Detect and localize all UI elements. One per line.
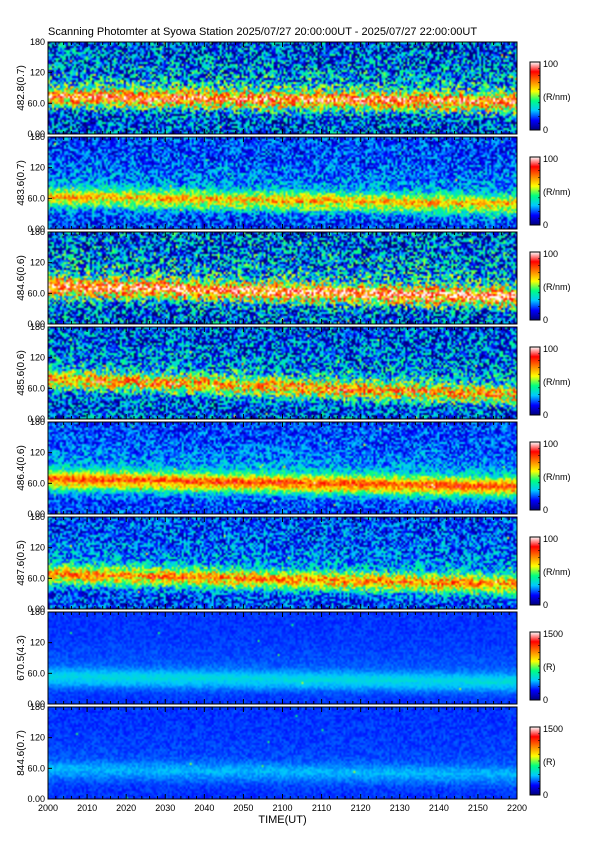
y-tick-label: 120 — [30, 543, 45, 553]
y-tick-label: 180 — [30, 132, 45, 142]
y-tick-label: 180 — [30, 607, 45, 617]
y-tick-label: 60.0 — [27, 573, 45, 583]
y-tick-label: 0.00 — [27, 129, 45, 139]
panel-5: 0.00 60.0 120 180 487.6(0.5) 100 0 (R/nm) — [16, 512, 571, 614]
y-tick-label: 0.00 — [27, 604, 45, 614]
colorbar-min-label: 0 — [543, 220, 548, 230]
colorbar-min-label: 0 — [543, 695, 548, 705]
panel-ylabel: 487.6(0.5) — [16, 540, 27, 586]
colorbar-unit-label: (R/nm) — [543, 567, 571, 577]
heatmap-image — [48, 42, 517, 134]
colorbar-unit-label: (R/nm) — [543, 92, 571, 102]
colorbar-max-label: 100 — [543, 154, 558, 164]
y-tick-label: 0.00 — [27, 319, 45, 329]
panel-3: 0.00 60.0 120 180 485.6(0.6) 100 0 (R/nm) — [16, 322, 571, 424]
y-tick-label: 120 — [30, 638, 45, 648]
y-tick-label: 120 — [30, 68, 45, 78]
panel-ylabel: 485.6(0.6) — [16, 350, 27, 396]
y-tick-label: 60.0 — [27, 383, 45, 393]
y-tick-label: 120 — [30, 448, 45, 458]
colorbar-unit-label: (R/nm) — [543, 282, 571, 292]
colorbar-max-label: 1500 — [543, 629, 563, 639]
x-tick-label: 2100 — [272, 803, 292, 813]
y-tick-label: 60.0 — [27, 668, 45, 678]
y-tick-label: 60.0 — [27, 763, 45, 773]
colorbar-unit-label: (R/nm) — [543, 187, 571, 197]
colorbar-unit-label: (R/nm) — [543, 472, 571, 482]
y-tick-label: 60.0 — [27, 478, 45, 488]
heatmap-image — [48, 327, 517, 419]
y-tick-label: 0.00 — [27, 699, 45, 709]
panel-1: 0.00 60.0 120 180 483.6(0.7) 100 0 (R/nm) — [16, 132, 571, 234]
y-tick-label: 120 — [30, 353, 45, 363]
x-axis-label: TIME(UT) — [258, 814, 306, 826]
y-tick-label: 120 — [30, 163, 45, 173]
y-tick-label: 0.00 — [27, 224, 45, 234]
x-tick-label: 2020 — [116, 803, 136, 813]
colorbar-max-label: 100 — [543, 249, 558, 259]
y-tick-label: 180 — [30, 322, 45, 332]
heatmap-image — [48, 517, 517, 609]
y-tick-label: 120 — [30, 258, 45, 268]
heatmap-image — [48, 707, 517, 799]
panel-0: 0.00 60.0 120 180 482.8(0.7) 100 0 (R/nm) — [16, 37, 571, 139]
y-tick-label: 120 — [30, 733, 45, 743]
y-tick-label: 0.00 — [27, 509, 45, 519]
panel-7: 0.00 60.0 120 180 844.6(0.7) 1500 0 (R) — [16, 702, 563, 804]
colorbar-min-label: 0 — [543, 315, 548, 325]
x-tick-label: 2010 — [77, 803, 97, 813]
colorbar-min-label: 0 — [543, 410, 548, 420]
x-tick-label: 2000 — [38, 803, 58, 813]
colorbar-max-label: 1500 — [543, 724, 563, 734]
x-tick-label: 2040 — [194, 803, 214, 813]
heatmap-image — [48, 137, 517, 229]
panel-ylabel: 482.8(0.7) — [16, 65, 27, 111]
colorbar-unit-label: (R) — [543, 662, 556, 672]
heatmap-image — [48, 612, 517, 704]
x-tick-label: 2150 — [468, 803, 488, 813]
x-tick-label: 2120 — [351, 803, 371, 813]
y-tick-label: 180 — [30, 417, 45, 427]
y-tick-label: 0.00 — [27, 414, 45, 424]
y-tick-label: 180 — [30, 227, 45, 237]
colorbar-max-label: 100 — [543, 439, 558, 449]
x-tick-label: 2110 — [312, 803, 331, 813]
colorbar-unit-label: (R) — [543, 757, 556, 767]
chart-title: Scanning Photomter at Syowa Station 2025… — [48, 26, 478, 38]
panel-ylabel: 483.6(0.7) — [16, 160, 27, 206]
x-tick-label: 2200 — [507, 803, 527, 813]
colorbar-max-label: 100 — [543, 344, 558, 354]
y-tick-label: 0.00 — [27, 794, 45, 804]
panel-ylabel: 844.6(0.7) — [16, 730, 27, 776]
x-tick-label: 2130 — [390, 803, 410, 813]
panel-6: 0.00 60.0 120 180 670.5(4.3) 1500 0 (R) — [16, 607, 563, 709]
y-tick-label: 180 — [30, 702, 45, 712]
colorbar-min-label: 0 — [543, 125, 548, 135]
colorbar-max-label: 100 — [543, 534, 558, 544]
colorbar-min-label: 0 — [543, 790, 548, 800]
colorbar-min-label: 0 — [543, 505, 548, 515]
panel-ylabel: 670.5(4.3) — [16, 635, 27, 681]
colorbar-min-label: 0 — [543, 600, 548, 610]
x-tick-label: 2030 — [155, 803, 175, 813]
panel-ylabel: 486.4(0.6) — [16, 445, 27, 491]
colorbar-max-label: 100 — [543, 59, 558, 69]
y-tick-label: 180 — [30, 37, 45, 47]
y-tick-label: 60.0 — [27, 288, 45, 298]
y-tick-label: 180 — [30, 512, 45, 522]
panel-2: 0.00 60.0 120 180 484.6(0.6) 100 0 (R/nm) — [16, 227, 571, 329]
colorbar-unit-label: (R/nm) — [543, 377, 571, 387]
heatmap-image — [48, 232, 517, 324]
panel-4: 0.00 60.0 120 180 486.4(0.6) 100 0 (R/nm) — [16, 417, 571, 519]
heatmap-image — [48, 422, 517, 514]
y-tick-label: 60.0 — [27, 193, 45, 203]
x-tick-label: 2050 — [233, 803, 253, 813]
x-tick-label: 2140 — [429, 803, 449, 813]
y-tick-label: 60.0 — [27, 98, 45, 108]
panel-ylabel: 484.6(0.6) — [16, 255, 27, 301]
